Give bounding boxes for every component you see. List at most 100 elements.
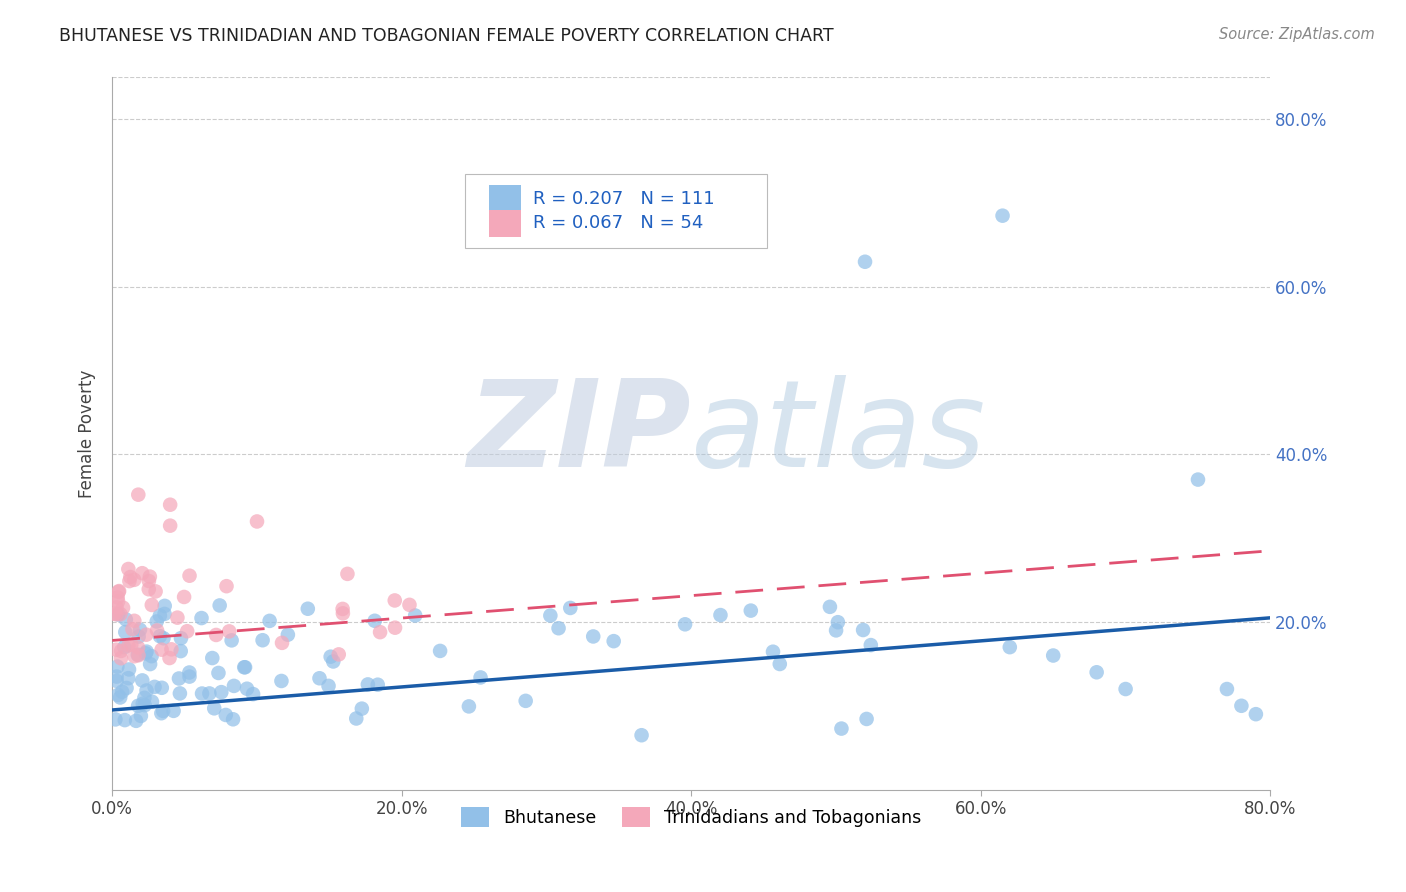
- Point: [117, 671, 139, 685]
- Point: [404, 608, 426, 623]
- Point: [150, 706, 173, 721]
- Point: [222, 679, 245, 693]
- Point: [105, 673, 128, 688]
- FancyBboxPatch shape: [465, 174, 766, 248]
- Point: [1115, 681, 1137, 696]
- Point: [150, 681, 173, 695]
- Point: [143, 680, 166, 694]
- Point: [127, 648, 149, 663]
- Point: [135, 645, 157, 659]
- Point: [859, 638, 882, 652]
- Point: [190, 611, 212, 625]
- Point: [131, 566, 153, 581]
- Point: [139, 657, 162, 671]
- Point: [127, 640, 149, 655]
- Point: [114, 713, 136, 727]
- Point: [515, 694, 537, 708]
- Legend: Bhutanese, Trinidadians and Tobagonians: Bhutanese, Trinidadians and Tobagonians: [454, 800, 928, 834]
- Point: [141, 649, 163, 664]
- Point: [991, 209, 1014, 223]
- Point: [308, 671, 330, 685]
- Point: [242, 687, 264, 701]
- Point: [131, 673, 153, 688]
- Point: [107, 607, 129, 622]
- Point: [1085, 665, 1108, 680]
- Point: [122, 573, 145, 587]
- Point: [830, 722, 852, 736]
- Point: [209, 685, 232, 699]
- Point: [114, 625, 136, 640]
- Point: [429, 644, 451, 658]
- Point: [328, 648, 350, 662]
- Point: [160, 642, 183, 657]
- Point: [350, 701, 373, 715]
- Point: [139, 569, 162, 583]
- Point: [103, 607, 125, 621]
- Point: [117, 562, 139, 576]
- Point: [853, 254, 876, 268]
- Point: [105, 642, 128, 657]
- Point: [179, 568, 201, 582]
- Point: [128, 630, 150, 644]
- Point: [134, 698, 156, 713]
- Point: [398, 598, 420, 612]
- Point: [149, 608, 172, 623]
- Text: BHUTANESE VS TRINIDADIAN AND TOBAGONIAN FEMALE POVERTY CORRELATION CHART: BHUTANESE VS TRINIDADIAN AND TOBAGONIAN …: [59, 27, 834, 45]
- Point: [364, 614, 387, 628]
- Point: [138, 574, 160, 588]
- Point: [135, 683, 157, 698]
- Point: [112, 640, 135, 655]
- Point: [104, 713, 127, 727]
- Point: [322, 655, 344, 669]
- Point: [457, 699, 479, 714]
- Point: [827, 615, 849, 630]
- Point: [127, 488, 149, 502]
- Point: [159, 498, 181, 512]
- Point: [332, 602, 354, 616]
- Point: [162, 704, 184, 718]
- Point: [367, 678, 389, 692]
- Point: [538, 608, 561, 623]
- Point: [107, 688, 129, 702]
- Point: [252, 633, 274, 648]
- Point: [153, 607, 176, 621]
- Point: [118, 574, 141, 588]
- Point: [149, 629, 172, 643]
- Point: [145, 584, 167, 599]
- Point: [145, 615, 167, 629]
- Point: [110, 651, 132, 665]
- Point: [127, 648, 149, 662]
- Point: [111, 684, 134, 698]
- Point: [740, 604, 762, 618]
- Point: [159, 651, 181, 665]
- Point: [318, 679, 340, 693]
- Point: [297, 601, 319, 615]
- Point: [368, 625, 391, 640]
- Point: [159, 518, 181, 533]
- Point: [170, 644, 193, 658]
- Point: [998, 640, 1021, 654]
- Point: [167, 672, 190, 686]
- Point: [215, 579, 238, 593]
- Point: [105, 670, 128, 684]
- Point: [270, 673, 292, 688]
- Point: [124, 649, 146, 664]
- Point: [120, 570, 142, 584]
- FancyBboxPatch shape: [489, 210, 522, 237]
- Point: [602, 634, 624, 648]
- Point: [108, 584, 131, 599]
- Point: [117, 639, 139, 653]
- Point: [202, 701, 225, 715]
- Text: ZIP: ZIP: [468, 375, 692, 492]
- Point: [105, 607, 128, 622]
- Point: [673, 617, 696, 632]
- Point: [129, 623, 152, 637]
- Point: [1244, 707, 1267, 722]
- Text: R = 0.207   N = 111: R = 0.207 N = 111: [533, 189, 714, 208]
- Point: [222, 712, 245, 726]
- Point: [108, 690, 131, 705]
- Point: [208, 599, 231, 613]
- Point: [357, 677, 380, 691]
- Point: [236, 681, 259, 696]
- Point: [129, 709, 152, 723]
